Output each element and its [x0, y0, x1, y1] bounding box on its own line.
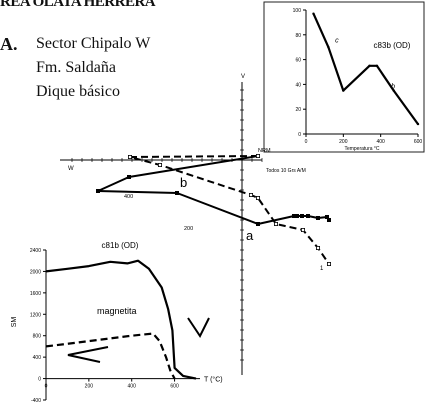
info-sector: Sector Chipalo W: [36, 35, 151, 52]
susc-enfriamiento-curve: [45, 332, 176, 380]
zijd-vertical-point: [255, 195, 260, 200]
demag-y-tick-label: 100: [293, 8, 302, 14]
zijd-vertical-point: [273, 221, 278, 226]
panel-letter: A.: [0, 34, 18, 54]
susc-title: c81b (OD): [102, 241, 139, 250]
zijd-scale-label: Todos 10 Grs A/M: [266, 168, 306, 174]
zijd-vertical-point: [300, 227, 305, 232]
susc-x-tick-label: 0: [45, 384, 48, 390]
demag-y-tick-label: 0: [298, 132, 301, 138]
zijd-vertical-path: [129, 155, 330, 265]
susc-y-tick-label: 1600: [30, 291, 41, 297]
demag-x-tick-label: 600: [414, 139, 423, 145]
demag-frame: [263, 1, 425, 153]
susc-y-axis-title: SM: [11, 317, 18, 328]
demag-segment-label: c: [335, 38, 339, 45]
susc-y-tick-label: 0: [38, 377, 41, 383]
susc-x-tick-label: 200: [85, 384, 94, 390]
susc-x-axis-title: T (°C): [204, 376, 223, 384]
zijd-vertical-point: [255, 153, 260, 158]
susc-y-tick-label: 2400: [30, 248, 41, 254]
zijd-horizontal-point: [294, 213, 299, 218]
demag-point: [416, 122, 420, 126]
susc-x-tick-label: 400: [128, 384, 137, 390]
demag-y-tick-label: 40: [295, 82, 301, 88]
susc-y-tick-label: 400: [33, 355, 42, 361]
zijd-vertical-point: [326, 261, 331, 266]
demag-x-axis-title: Temperatura °C: [344, 146, 379, 152]
info-formation: Fm. Saldaña: [36, 59, 116, 76]
zijd-horizontal-path: [97, 155, 330, 225]
figure-heading: REA OLATA HERRERA: [0, 0, 156, 10]
zijd-horizontal-point: [305, 213, 310, 218]
zijd-vertical-point: [127, 154, 132, 159]
zijd-step-label: 200: [184, 226, 193, 232]
demag-point: [392, 89, 395, 92]
zijd-horizontal-point: [299, 213, 304, 218]
zijd-segment-letter: b: [180, 175, 187, 190]
zijd-left-label: W: [68, 166, 74, 172]
susc-y-tick-label: 1200: [30, 312, 41, 318]
susc-x-tick-label: 600: [170, 384, 179, 390]
demag-point: [368, 64, 371, 68]
demag-x-tick-label: 200: [339, 139, 348, 145]
demag-title: c83b (OD): [374, 41, 411, 50]
demag-segment-label: b: [391, 84, 395, 91]
zijd-vertical-point: [157, 162, 162, 167]
susc-calentamiento-curve: [45, 259, 197, 380]
heating-arrow-icon: [187, 317, 210, 338]
demag-point: [342, 89, 345, 92]
info-lithology: Dique básico: [36, 83, 120, 100]
demag-y-tick-label: 80: [295, 33, 301, 39]
zijd-up-label: V: [241, 74, 245, 80]
demag-chart: 0 20 40 60 80 100 0 200 400 600 Temperatura °C c83b…: [263, 1, 425, 153]
susc-background: [4, 240, 232, 408]
zijd-horizontal-point: [326, 217, 331, 222]
zijd-nrm-label: NRM: [258, 148, 271, 154]
susc-y-tick-label: 800: [33, 334, 42, 340]
demag-y-tick-label: 60: [295, 58, 301, 64]
zijd-step-label: 400: [124, 194, 133, 200]
cooling-arrow-icon: [67, 346, 109, 363]
susc-y-tick-label: -400: [31, 398, 41, 404]
susc-annotation: magnetita: [97, 306, 137, 316]
demag-x-tick-label: 400: [376, 139, 385, 145]
zijd-horizontal-point: [127, 174, 132, 179]
zijd-horizontal-point: [96, 188, 101, 193]
zijd-horizontal-point: [255, 221, 260, 226]
demag-point: [327, 46, 330, 49]
zijd-vertical-point: [248, 192, 253, 197]
susceptibility-chart: -400 0 400 800 1200 1600 2000 2400 0 200 400 600 T (…: [4, 240, 232, 408]
demag-point: [375, 64, 379, 68]
zijd-vertical-point: [315, 245, 320, 250]
demag-y-tick-label: 20: [295, 107, 301, 113]
zijd-horizontal-point: [315, 215, 320, 220]
susc-y-tick-label: 2000: [30, 269, 41, 275]
zijd-segment-letter: a: [246, 228, 254, 243]
zijd-step-label: 1: [320, 266, 324, 272]
demag-x-tick-label: 0: [305, 139, 308, 145]
demag-point: [312, 12, 315, 15]
zijd-horizontal-point: [174, 190, 179, 195]
